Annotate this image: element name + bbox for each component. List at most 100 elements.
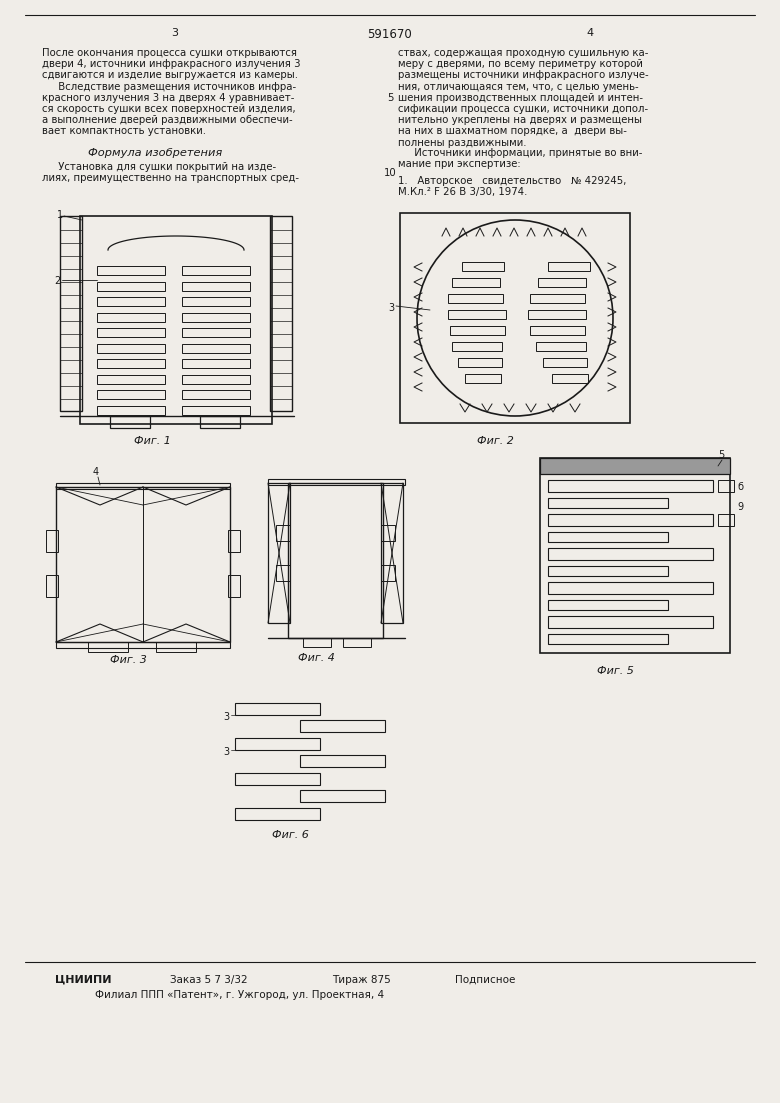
Bar bbox=[97, 375, 165, 384]
Bar bbox=[97, 390, 165, 399]
Text: 591670: 591670 bbox=[367, 28, 413, 41]
Bar bbox=[97, 328, 165, 338]
Bar bbox=[530, 295, 585, 303]
Text: Фиг. 2: Фиг. 2 bbox=[477, 436, 513, 446]
Text: 3: 3 bbox=[388, 303, 394, 313]
Bar bbox=[548, 615, 713, 628]
Bar bbox=[56, 483, 230, 489]
Text: М.Кл.² F 26 В 3/30, 1974.: М.Кл.² F 26 В 3/30, 1974. bbox=[398, 188, 527, 197]
Bar bbox=[182, 312, 250, 321]
Bar bbox=[381, 565, 395, 581]
Bar bbox=[56, 488, 230, 642]
Bar bbox=[400, 213, 630, 422]
Text: двери 4, источники инфракрасного излучения 3: двери 4, источники инфракрасного излучен… bbox=[42, 60, 300, 69]
Bar bbox=[540, 458, 730, 474]
Bar bbox=[276, 565, 290, 581]
Bar bbox=[235, 808, 320, 820]
Bar bbox=[548, 514, 713, 526]
Bar bbox=[381, 483, 403, 623]
Bar bbox=[235, 738, 320, 750]
Bar bbox=[452, 278, 500, 287]
Bar bbox=[548, 532, 668, 542]
Bar bbox=[182, 358, 250, 368]
Text: Фиг. 4: Фиг. 4 bbox=[297, 653, 335, 663]
Text: на них в шахматном порядке, а  двери вы-: на них в шахматном порядке, а двери вы- bbox=[398, 127, 627, 137]
Bar bbox=[88, 642, 128, 652]
Text: Установка для сушки покрытий на изде-: Установка для сушки покрытий на изде- bbox=[42, 162, 276, 172]
Text: 1: 1 bbox=[57, 210, 63, 219]
Bar bbox=[182, 390, 250, 399]
Bar bbox=[182, 328, 250, 338]
Text: лиях, преимущественно на транспортных сред-: лиях, преимущественно на транспортных ср… bbox=[42, 173, 299, 183]
Bar bbox=[448, 295, 503, 303]
Text: полнены раздвижными.: полнены раздвижными. bbox=[398, 138, 526, 148]
Bar bbox=[552, 374, 588, 383]
Bar bbox=[228, 531, 240, 552]
Text: ЦНИИПИ: ЦНИИПИ bbox=[55, 975, 112, 985]
Bar bbox=[182, 343, 250, 353]
Text: Заказ 5 7 3/32: Заказ 5 7 3/32 bbox=[170, 975, 247, 985]
Bar bbox=[235, 773, 320, 785]
Bar bbox=[110, 416, 150, 428]
Bar bbox=[452, 342, 502, 351]
Bar bbox=[46, 575, 58, 597]
Text: сификации процесса сушки, источники допол-: сификации процесса сушки, источники допо… bbox=[398, 104, 648, 114]
Text: вает компактность установки.: вает компактность установки. bbox=[42, 127, 206, 137]
Text: 3: 3 bbox=[223, 713, 229, 722]
Text: мание при экспертизе:: мание при экспертизе: bbox=[398, 159, 520, 169]
Bar bbox=[97, 297, 165, 306]
Bar bbox=[548, 263, 590, 271]
Bar bbox=[97, 266, 165, 275]
Bar bbox=[97, 406, 165, 415]
Text: красного излучения 3 на дверях 4 уравнивает-: красного излучения 3 на дверях 4 уравнив… bbox=[42, 93, 294, 103]
Bar bbox=[548, 548, 713, 560]
Text: меру с дверями, по всему периметру которой: меру с дверями, по всему периметру котор… bbox=[398, 60, 643, 69]
Bar bbox=[228, 575, 240, 597]
Bar bbox=[548, 634, 668, 644]
Text: размещены источники инфракрасного излуче-: размещены источники инфракрасного излуче… bbox=[398, 71, 649, 81]
Text: ния, отличающаяся тем, что, с целью умень-: ния, отличающаяся тем, что, с целью умен… bbox=[398, 82, 639, 92]
Bar bbox=[268, 483, 290, 623]
Bar bbox=[540, 458, 730, 653]
Text: 1.   Авторское   свидетельство   № 429245,: 1. Авторское свидетельство № 429245, bbox=[398, 176, 626, 186]
Text: После окончания процесса сушки открываются: После окончания процесса сушки открывают… bbox=[42, 49, 297, 58]
Bar bbox=[80, 216, 272, 424]
Bar bbox=[300, 754, 385, 767]
Bar bbox=[543, 358, 587, 367]
Text: сдвигаются и изделие выгружается из камеры.: сдвигаются и изделие выгружается из каме… bbox=[42, 71, 298, 81]
Text: 2: 2 bbox=[54, 276, 60, 286]
Bar bbox=[718, 514, 734, 526]
Bar bbox=[268, 479, 405, 485]
Bar bbox=[381, 525, 395, 540]
Text: нительно укреплены на дверях и размещены: нительно укреплены на дверях и размещены bbox=[398, 115, 642, 126]
Text: Подписное: Подписное bbox=[455, 975, 516, 985]
Bar bbox=[530, 326, 585, 335]
Bar bbox=[182, 266, 250, 275]
Bar bbox=[97, 358, 165, 368]
Bar bbox=[538, 278, 586, 287]
Bar bbox=[97, 343, 165, 353]
Bar bbox=[343, 638, 371, 647]
Bar bbox=[448, 310, 506, 319]
Text: шения производственных площадей и интен-: шения производственных площадей и интен- bbox=[398, 93, 643, 103]
Bar bbox=[97, 281, 165, 290]
Bar bbox=[462, 263, 504, 271]
Bar bbox=[56, 642, 230, 647]
Bar bbox=[548, 566, 668, 576]
Bar bbox=[270, 216, 292, 411]
Text: ствах, содержащая проходную сушильную ка-: ствах, содержащая проходную сушильную ка… bbox=[398, 49, 648, 58]
Text: б: б bbox=[737, 482, 743, 492]
Bar bbox=[235, 703, 320, 715]
Bar bbox=[156, 642, 196, 652]
Text: Фиг. 6: Фиг. 6 bbox=[271, 829, 308, 840]
Bar bbox=[548, 582, 713, 595]
Text: 4: 4 bbox=[587, 28, 594, 38]
Bar bbox=[458, 358, 502, 367]
Bar bbox=[276, 525, 290, 540]
Bar bbox=[182, 375, 250, 384]
Bar bbox=[182, 281, 250, 290]
Bar bbox=[548, 497, 668, 508]
Text: Формула изобретения: Формула изобретения bbox=[88, 148, 222, 158]
Bar bbox=[300, 790, 385, 802]
Bar bbox=[548, 600, 668, 610]
